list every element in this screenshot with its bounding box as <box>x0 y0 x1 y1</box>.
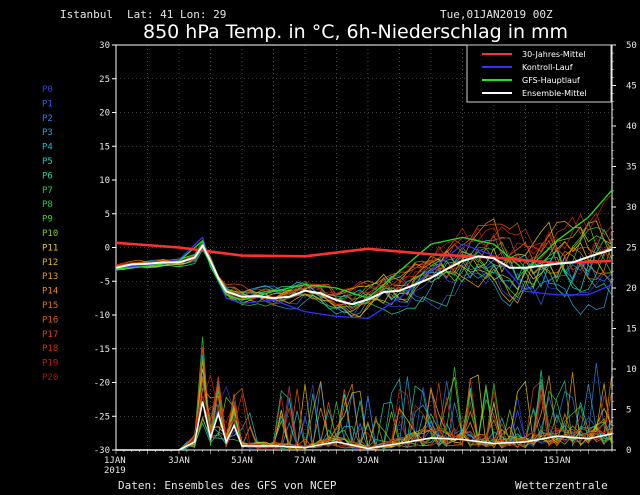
left-tick-label: -5 <box>99 277 110 287</box>
data-source-label: Daten: Ensembles des GFS von NCEP <box>118 479 337 492</box>
member-label: P3 <box>42 128 53 138</box>
legend-label: GFS-Hauptlauf <box>522 76 580 85</box>
left-tick-label: 0 <box>105 244 110 254</box>
member-label: P6 <box>42 171 53 181</box>
member-label: P16 <box>42 315 58 325</box>
right-tick-label: 30 <box>626 203 637 213</box>
member-label: P19 <box>42 359 58 369</box>
right-tick-label: 10 <box>626 365 637 375</box>
member-label: P5 <box>42 157 53 167</box>
member-label: P10 <box>42 229 58 239</box>
left-tick-label: 20 <box>99 109 110 119</box>
member-label: P14 <box>42 287 58 297</box>
right-tick-label: 50 <box>626 41 637 51</box>
left-tick-label: 5 <box>105 210 110 220</box>
member-label: P20 <box>42 373 58 383</box>
member-label: P11 <box>42 243 58 253</box>
left-tick-label: 10 <box>99 176 110 186</box>
left-tick-label: -20 <box>94 379 110 389</box>
main-series-lines <box>115 189 613 451</box>
right-tick-label: 35 <box>626 163 637 173</box>
coords-label: Lat: 41 Lon: 29 <box>127 8 226 21</box>
left-tick-label: 25 <box>99 75 110 85</box>
series-line-operational <box>115 189 613 301</box>
axes <box>112 44 616 454</box>
left-tick-label: -15 <box>94 345 110 355</box>
left-tick-label: -10 <box>94 311 110 321</box>
member-label: P4 <box>42 143 53 153</box>
right-tick-label: 45 <box>626 82 637 92</box>
left-tick-label: -30 <box>94 446 110 456</box>
member-labels: P0 P1 P2 P3 P4 P5 P6 P7 P8 P9 P10 P11 P12 P13 P14 P15 P1… <box>42 85 58 383</box>
x-tick-label: 5JAN <box>231 456 253 466</box>
grid-lines <box>116 45 612 450</box>
location-label: Istanbul <box>60 8 113 21</box>
member-label: P7 <box>42 186 53 196</box>
legend-label: Kontroll-Lauf <box>522 63 573 72</box>
chart-title: 850 hPa Temp. in °C, 6h-Niederschlag in … <box>143 21 568 43</box>
right-tick-label: 5 <box>626 406 631 416</box>
member-label: P13 <box>42 272 58 282</box>
right-tick-label: 15 <box>626 325 637 335</box>
x-tick-label: 3JAN <box>168 456 190 466</box>
member-label: P0 <box>42 85 53 95</box>
member-label: P15 <box>42 301 58 311</box>
legend-label: 30-Jahres-Mittel <box>522 50 585 59</box>
brand-label: Wetterzentrale <box>515 479 608 492</box>
series-line-control <box>115 236 613 320</box>
axis-tick-labels: 302520151050-5-10-15-20-25-3050454035302… <box>94 41 637 476</box>
right-tick-label: 20 <box>626 284 637 294</box>
x-tick-label: 9JAN <box>357 456 379 466</box>
x-tick-label: 1JAN 2019 <box>104 456 126 476</box>
member-label: P18 <box>42 344 58 354</box>
series-line-mean <box>115 244 613 306</box>
right-tick-label: 40 <box>626 122 637 132</box>
left-tick-label: 15 <box>99 142 110 152</box>
member-label: P8 <box>42 200 53 210</box>
mean-precip-line <box>116 401 613 451</box>
legend-label: Ensemble-Mittel <box>522 89 587 98</box>
left-tick-label: 30 <box>99 41 110 51</box>
x-tick-label: 13JAN <box>480 456 507 466</box>
left-tick-label: -25 <box>94 412 110 422</box>
legend: 30-Jahres-Mittel Kontroll-Lauf GFS-Hauptla… <box>466 44 612 103</box>
member-label: P12 <box>42 258 58 268</box>
member-label: P9 <box>42 215 53 225</box>
run-time-label: Tue,01JAN2019 00Z <box>440 8 553 21</box>
right-tick-label: 25 <box>626 244 637 254</box>
x-tick-label: 15JAN <box>543 456 570 466</box>
member-precip-line <box>116 336 613 451</box>
right-tick-label: 0 <box>626 446 631 456</box>
member-precip-line <box>116 368 613 451</box>
member-label: P17 <box>42 330 58 340</box>
member-label: P2 <box>42 114 53 124</box>
plot-frame <box>115 44 613 451</box>
x-tick-label: 11JAN <box>417 456 444 466</box>
member-label: P1 <box>42 99 53 109</box>
x-tick-label: 7JAN <box>294 456 316 466</box>
